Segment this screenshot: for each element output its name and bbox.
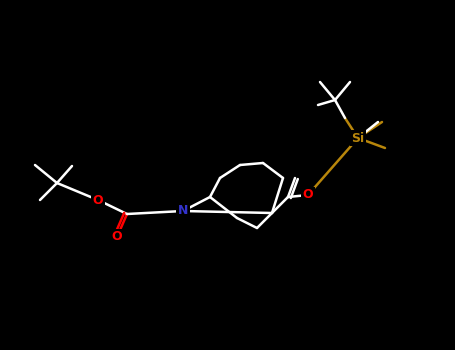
Text: O: O (303, 189, 313, 202)
Text: Si: Si (351, 132, 364, 145)
Text: N: N (178, 204, 188, 217)
Text: O: O (93, 194, 103, 206)
Text: O: O (111, 231, 122, 244)
